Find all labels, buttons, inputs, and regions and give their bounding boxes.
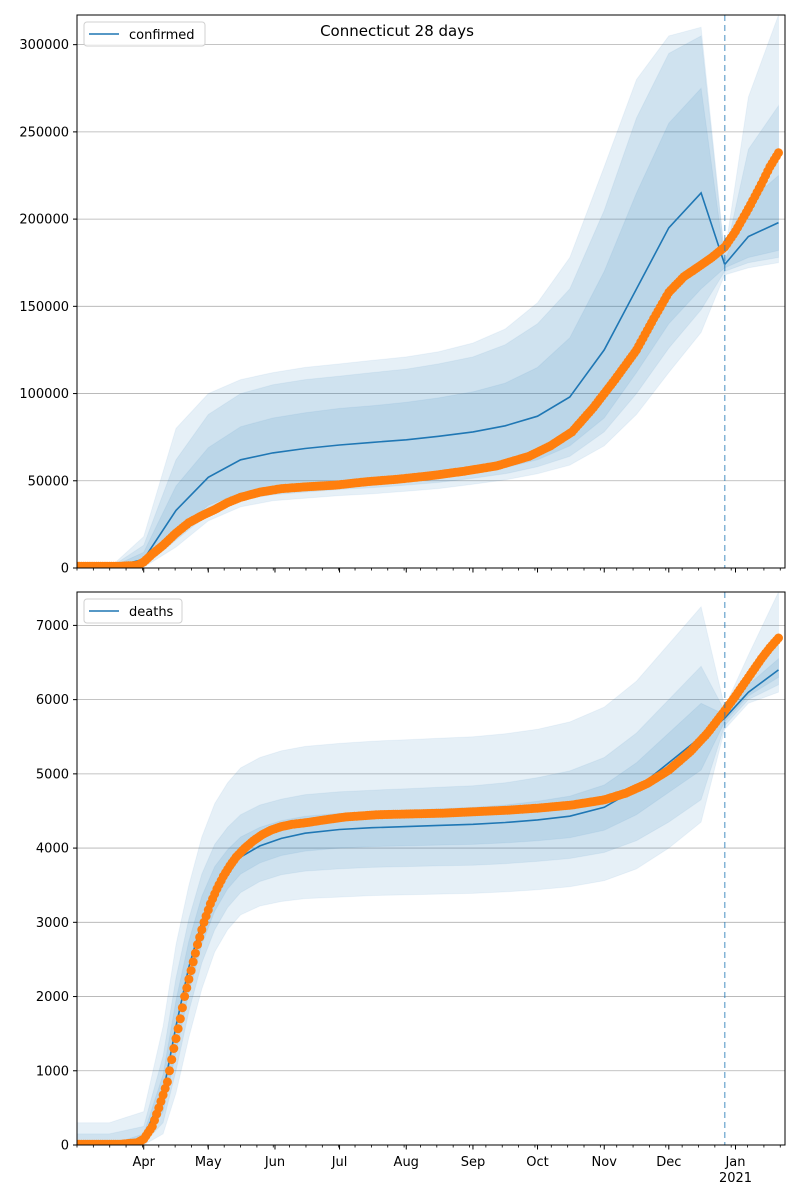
- plot-area: [77, 15, 783, 568]
- observed-point: [193, 940, 202, 950]
- observed-point: [173, 1024, 183, 1034]
- observed-point: [165, 1066, 174, 1076]
- x-tick-label: Jul: [331, 1155, 348, 1170]
- x-tick-label: Jun: [264, 1155, 285, 1170]
- y-tick-label: 6000: [36, 693, 69, 708]
- chart-title: Connecticut 28 days: [320, 22, 474, 40]
- y-tick-label: 5000: [36, 767, 69, 782]
- observed-point: [182, 983, 192, 993]
- legend-label: confirmed: [129, 28, 195, 43]
- legend: deaths: [83, 598, 183, 624]
- model-median-line: [77, 191, 726, 568]
- y-tick-label: 150000: [19, 300, 69, 315]
- plot-area: [77, 592, 783, 1145]
- confidence-band: [724, 15, 779, 276]
- axes-frame: [76, 591, 786, 1146]
- observed-point: [167, 1055, 177, 1065]
- x-tick-label: Dec: [656, 1155, 681, 1170]
- y-tick-label: 200000: [19, 213, 69, 228]
- y-tick-label: 0: [61, 1139, 69, 1154]
- y-tick-label: 100000: [19, 387, 69, 402]
- x-tick-label: Aug: [394, 1155, 419, 1170]
- x-tick-sublabel: 2021: [719, 1171, 752, 1186]
- observed-point: [186, 966, 196, 976]
- deaths-panel: 0 1000 2000 3000 4000 5000 6000 7000 Apr May Jun Ju…: [36, 591, 786, 1186]
- observed-point: [175, 1014, 185, 1024]
- observed-point: [195, 932, 205, 942]
- x-tick-label: Apr: [132, 1155, 155, 1170]
- observed-point: [162, 1077, 172, 1087]
- y-tick-label: 300000: [19, 38, 69, 53]
- model-median-line: [724, 669, 779, 719]
- x-tick-label: May: [195, 1155, 222, 1170]
- legend-label: deaths: [129, 605, 174, 620]
- confirmed-panel: 0 50000 100000 150000 200000 250000 300000 conf…: [19, 14, 786, 577]
- y-tick-label: 7000: [36, 619, 69, 634]
- y-tick-label: 0: [61, 562, 69, 577]
- x-tick-label: Jan: [724, 1155, 745, 1170]
- observed-point: [188, 957, 198, 967]
- x-tick-label: Nov: [592, 1155, 618, 1170]
- observed-point: [177, 1003, 187, 1013]
- x-tick-label: Oct: [526, 1155, 548, 1170]
- model-median-line: [724, 221, 779, 266]
- y-tick-label: 3000: [36, 916, 69, 931]
- confidence-band: [77, 605, 726, 1145]
- legend-box: [83, 598, 183, 624]
- observed-point: [180, 992, 190, 1001]
- y-tick-label: 2000: [36, 990, 69, 1005]
- x-tick-label: Sep: [461, 1155, 486, 1170]
- observed-point: [184, 974, 194, 984]
- observed-point: [169, 1044, 179, 1053]
- legend-box: [83, 21, 206, 47]
- axes-frame: [76, 14, 786, 569]
- observed-point: [774, 633, 783, 643]
- legend: confirmed: [83, 21, 206, 47]
- y-tick-label: 250000: [19, 125, 69, 140]
- observed-point: [190, 948, 200, 958]
- observed-point: [774, 148, 783, 158]
- observed-point: [197, 925, 207, 935]
- y-tick-label: 4000: [36, 842, 69, 857]
- observed-point: [171, 1034, 181, 1044]
- y-tick-label: 50000: [28, 474, 69, 489]
- y-tick-label: 1000: [36, 1064, 69, 1079]
